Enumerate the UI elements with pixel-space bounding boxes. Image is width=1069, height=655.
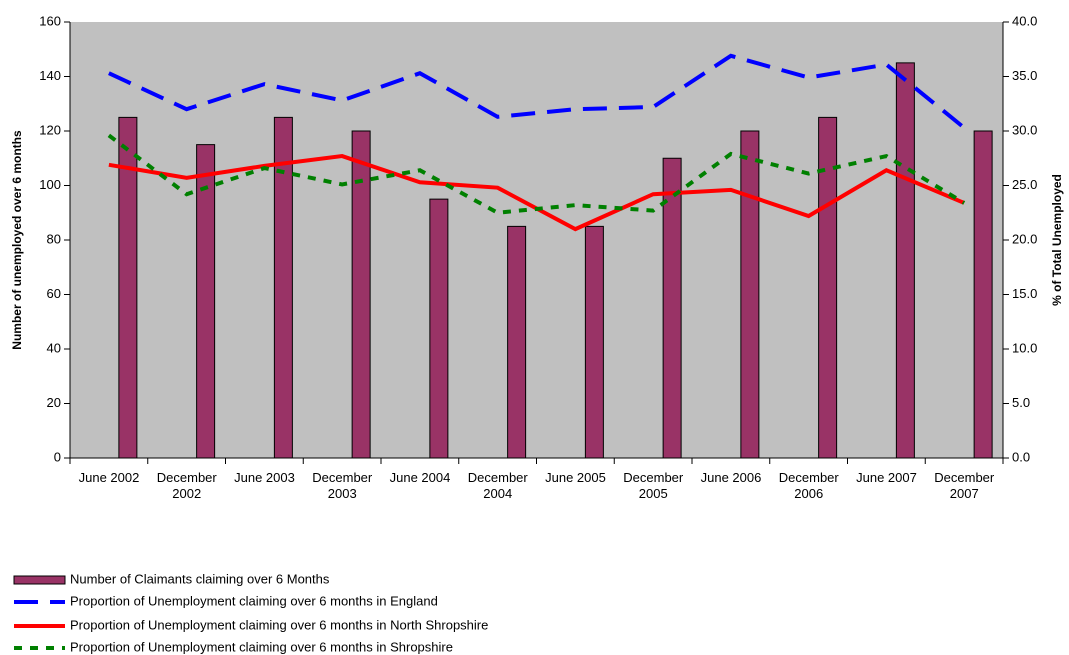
bar [895, 62, 915, 459]
y2-tick-label: 30.0 [1012, 122, 1037, 137]
y-tick-label: 100 [39, 177, 61, 192]
y2-tick-label: 35.0 [1012, 68, 1037, 83]
y-tick-label: 120 [39, 122, 61, 137]
x-tick-label: June 2002 [78, 470, 140, 485]
y-tick-label: 160 [39, 13, 61, 28]
bar [118, 116, 138, 459]
bar [584, 225, 604, 459]
x-tick-label: December 2007 [934, 470, 995, 501]
x-tick-label: December 2002 [156, 470, 217, 501]
legend-label: Proportion of Unemployment claiming over… [70, 639, 453, 654]
legend-label: Proportion of Unemployment claiming over… [70, 617, 488, 632]
x-tick-label: December 2005 [623, 470, 684, 501]
line-series [107, 133, 966, 215]
x-tick-label: December 2003 [312, 470, 373, 501]
y-tick-label: 0 [54, 449, 61, 464]
x-tick-label: June 2006 [700, 470, 762, 485]
y2-tick-label: 15.0 [1012, 286, 1037, 301]
x-tick-label: June 2004 [389, 470, 451, 485]
y2-tick-label: 0.0 [1012, 449, 1030, 464]
y2-tick-label: 25.0 [1012, 177, 1037, 192]
y-tick-label: 20 [47, 395, 61, 410]
bar [662, 157, 682, 459]
x-tick-label: June 2005 [545, 470, 606, 485]
x-tick-label: June 2007 [856, 470, 917, 485]
x-tick-label: December 2006 [778, 470, 839, 501]
x-tick-label: June 2003 [234, 470, 295, 485]
legend-label: Proportion of Unemployment claiming over… [70, 593, 438, 608]
y-tick-label: 60 [47, 286, 61, 301]
bar [973, 130, 993, 459]
legend-swatch [13, 575, 66, 585]
y-tick-label: 40 [47, 340, 61, 355]
bar [273, 116, 293, 459]
bar [351, 130, 371, 459]
bar [507, 225, 527, 459]
bar [740, 130, 760, 459]
y2-tick-label: 5.0 [1012, 395, 1030, 410]
y-axis-title: Number of unemployed over 6 months [10, 130, 24, 350]
y2-tick-label: 40.0 [1012, 13, 1037, 28]
y2-tick-label: 10.0 [1012, 340, 1037, 355]
bar [429, 198, 449, 459]
line-series [108, 53, 966, 130]
y2-axis-title: % of Total Unemployed [1050, 174, 1064, 306]
y-tick-label: 140 [39, 68, 61, 83]
bar [196, 144, 216, 459]
y2-tick-label: 20.0 [1012, 231, 1037, 246]
x-tick-label: December 2004 [467, 470, 528, 501]
y-tick-label: 80 [47, 231, 61, 246]
legend-label: Number of Claimants claiming over 6 Mont… [70, 571, 330, 586]
